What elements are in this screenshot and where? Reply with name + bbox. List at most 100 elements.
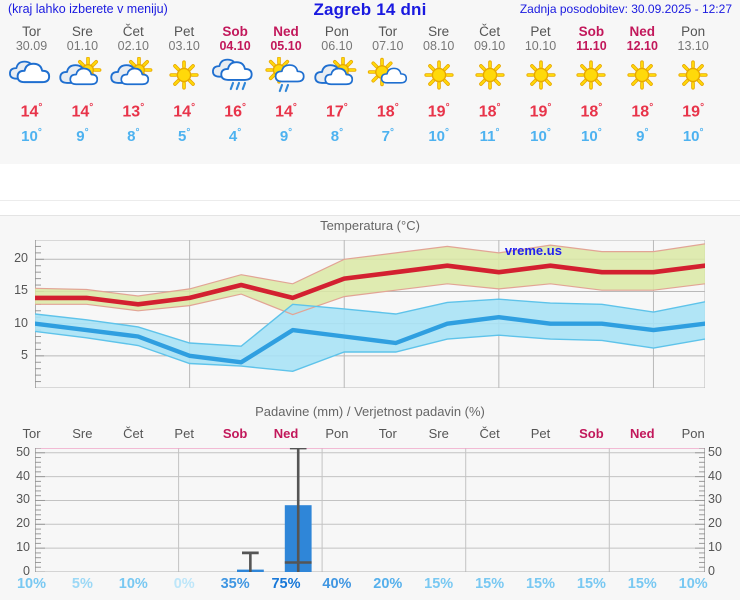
watermark: vreme.us — [504, 243, 562, 258]
menu-hint: (kraj lahko izberete v meniju) — [8, 2, 168, 16]
day-date: 12.10 — [626, 39, 658, 53]
precipitation-probability: 0% — [173, 576, 195, 592]
last-updated: Zadnja posodobitev: 30.09.2025 - 12:27 — [519, 2, 732, 16]
day-column[interactable]: Pet 03.10 14° 5° — [158, 24, 210, 147]
min-temperature: 5° — [178, 127, 191, 146]
day-date: 01.10 — [66, 39, 99, 53]
day-name: Pet — [174, 24, 195, 39]
precipitation-y-tick: 0 — [23, 564, 30, 578]
day-column[interactable]: Pet 10.10 19° 10° — [515, 24, 567, 147]
min-temperature: 10° — [21, 127, 42, 146]
day-column[interactable]: Sob 11.10 18° 10° — [565, 24, 617, 147]
day-name: Tor — [378, 24, 398, 39]
precipitation-probability: 15% — [576, 576, 606, 592]
temperature-series-svg — [35, 240, 705, 388]
day-column[interactable]: Ned 05.10 14° 9° — [260, 24, 312, 147]
page-title: Zagreb 14 dni — [313, 0, 427, 19]
max-temperature: 18° — [631, 102, 654, 121]
temperature-y-tick: 5 — [21, 347, 28, 362]
sun-cloud-icon — [362, 57, 414, 93]
day-date: 07.10 — [372, 39, 404, 53]
precipitation-probability: 15% — [475, 576, 505, 592]
max-temperature: 19° — [529, 102, 552, 121]
partly-sunny-icon — [107, 57, 159, 93]
day-column[interactable]: Pon 06.10 17° 8° — [311, 24, 363, 147]
divider-line-bottom — [0, 215, 740, 216]
precipitation-y-tick: 10 — [16, 540, 30, 555]
day-column[interactable]: Sre 01.10 14° 9° — [56, 24, 108, 147]
precipitation-day-label: Pet — [530, 426, 551, 441]
precipitation-probability: 10% — [118, 576, 148, 592]
temperature-y-tick: 15 — [14, 283, 28, 298]
precipitation-probability: 15% — [627, 576, 657, 592]
precipitation-y-tick: 40 — [16, 468, 30, 483]
min-temperature: 10° — [581, 127, 602, 146]
day-name: Ned — [273, 24, 299, 39]
day-name: Tor — [22, 24, 41, 39]
max-temperature: 18° — [376, 102, 399, 121]
day-column[interactable]: Sob 04.10 16° 4° — [209, 24, 261, 147]
day-date: 10.10 — [524, 39, 557, 53]
sunny-icon — [565, 57, 617, 93]
day-name: Čet — [122, 24, 144, 39]
max-temperature: 14° — [71, 102, 94, 121]
max-temperature: 18° — [478, 102, 501, 121]
day-date: 02.10 — [117, 39, 149, 53]
precipitation-probability: 40% — [322, 576, 352, 592]
precipitation-day-label: Sob — [579, 426, 604, 441]
min-temperature: 10° — [530, 127, 551, 146]
rain-icon — [209, 57, 261, 93]
max-temperature: 16° — [224, 102, 246, 121]
temperature-y-tick: 20 — [14, 251, 28, 266]
precipitation-y-tick: 50 — [708, 444, 722, 459]
day-date: 09.10 — [473, 39, 506, 53]
day-name: Sob — [578, 24, 605, 39]
precipitation-day-label: Pet — [174, 426, 194, 441]
day-column[interactable]: Tor 30.09 14° 10° — [6, 24, 58, 147]
sunny-icon — [158, 57, 210, 93]
day-column[interactable]: Čet 09.10 18° 11° — [464, 24, 516, 147]
temperature-chart: Temperatura (°C) vreme.us 5 10 15 20 — [0, 218, 740, 398]
precipitation-day-label: Sre — [72, 426, 93, 441]
min-temperature: 9° — [76, 127, 89, 146]
day-date: 30.09 — [15, 39, 48, 53]
day-column[interactable]: Čet 02.10 13° 8° — [107, 24, 159, 147]
precipitation-day-label: Tor — [22, 426, 41, 441]
min-temperature: 9° — [279, 127, 293, 146]
precipitation-day-labels: Tor Sre Čet Pet Sob Ned Pon Tor Sre Čet Pet Sob Ned P… — [0, 426, 740, 446]
day-column[interactable]: Pon 13.10 19° 10° — [667, 24, 719, 147]
sunny-icon — [667, 57, 719, 93]
max-temperature: 17° — [325, 102, 348, 121]
precipitation-day-label: Pon — [681, 426, 705, 441]
day-column[interactable]: Ned 12.10 18° 9° — [616, 24, 668, 147]
day-date: 13.10 — [677, 39, 709, 53]
precipitation-day-label: Ned — [630, 426, 655, 441]
day-column[interactable]: Sre 08.10 19° 10° — [413, 24, 465, 147]
max-temperature: 14° — [20, 102, 43, 121]
precipitation-probability: 10% — [16, 576, 47, 592]
day-date: 04.10 — [219, 39, 251, 53]
precipitation-day-label: Čet — [123, 426, 144, 441]
max-temperature: 19° — [682, 102, 705, 121]
min-temperature: 9° — [636, 127, 649, 146]
precipitation-probability-row: 10% 5% 10% 0% 35% 75% 40% 20% 15% 15% 15% 15% 15% 10% — [0, 576, 740, 598]
page-header: (kraj lahko izberete v meniju) Zagreb 14… — [0, 0, 740, 22]
day-date: 03.10 — [168, 39, 200, 53]
section-divider — [0, 164, 740, 216]
temperature-plot-area — [35, 240, 705, 388]
day-date: 06.10 — [321, 39, 353, 53]
precipitation-probability: 15% — [525, 576, 556, 592]
min-temperature: 8° — [127, 127, 140, 146]
day-column[interactable]: Tor 07.10 18° 7° — [362, 24, 414, 147]
min-temperature: 4° — [228, 127, 242, 146]
temperature-y-tick: 10 — [14, 315, 28, 330]
precipitation-chart-title: Padavine (mm) / Verjetnost padavin (%) — [255, 404, 485, 419]
precipitation-y-tick: 30 — [708, 492, 722, 507]
temperature-chart-title: Temperatura (°C) — [320, 218, 420, 233]
precipitation-probability: 35% — [220, 576, 250, 592]
sunny-icon — [413, 57, 465, 93]
min-temperature: 10° — [428, 127, 450, 146]
min-temperature: 8° — [330, 127, 344, 146]
max-temperature: 19° — [427, 102, 450, 121]
